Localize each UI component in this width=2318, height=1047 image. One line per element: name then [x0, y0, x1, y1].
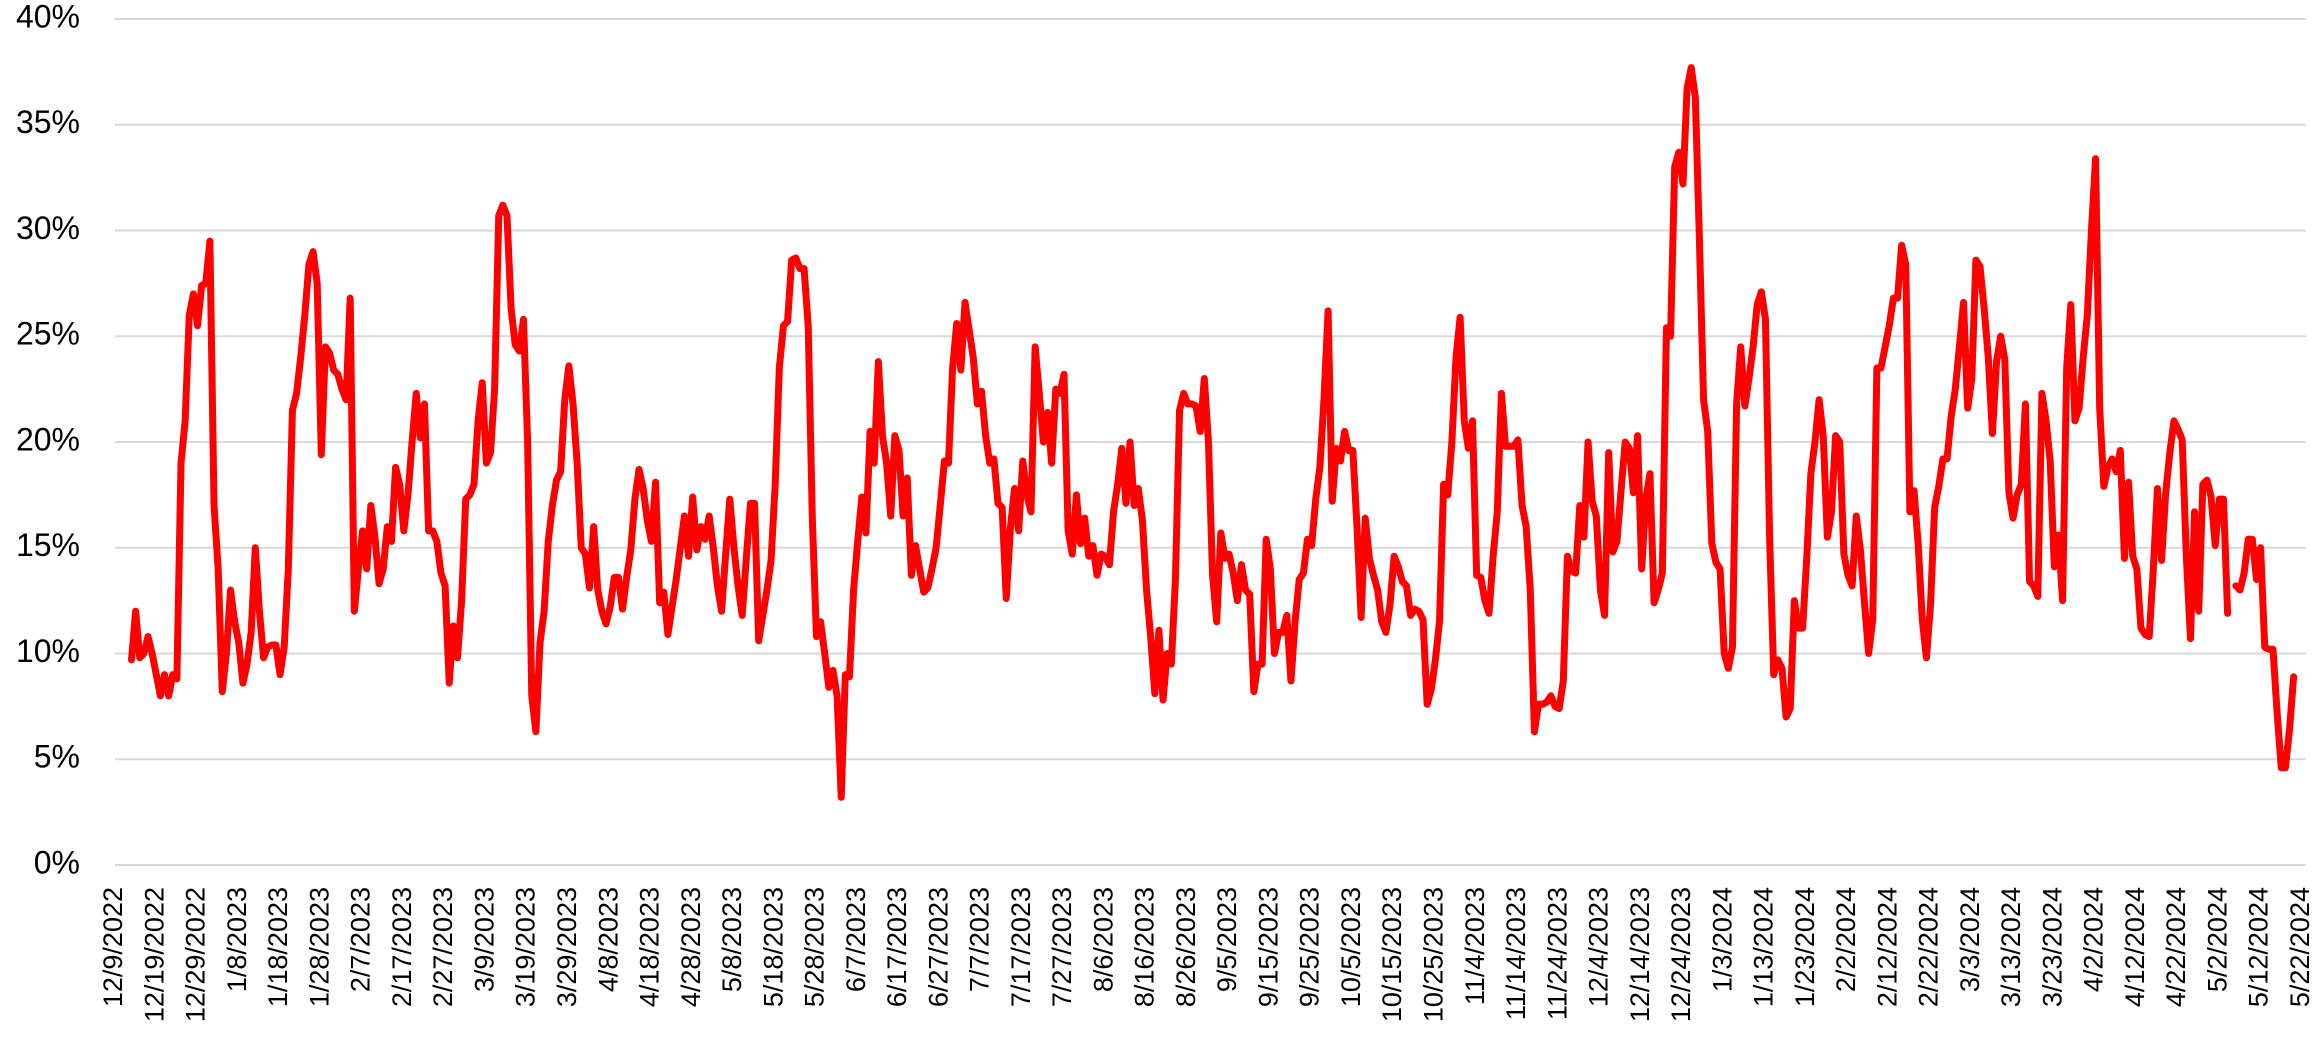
y-tick-label: 15%: [16, 527, 80, 563]
x-tick-label: 5/22/2024: [2285, 887, 2315, 1007]
x-tick-label: 9/5/2023: [1212, 887, 1242, 992]
x-tick-label: 1/23/2024: [1790, 887, 1820, 1007]
x-tick-label: 4/18/2023: [635, 887, 665, 1007]
x-tick-label: 1/28/2023: [304, 887, 334, 1007]
y-tick-label: 10%: [16, 633, 80, 669]
x-tick-label: 5/12/2024: [2244, 887, 2274, 1007]
x-tick-label: 1/13/2024: [1749, 887, 1779, 1007]
x-tick-label: 8/26/2023: [1171, 887, 1201, 1007]
x-tick-label: 10/5/2023: [1336, 887, 1366, 1007]
y-tick-label: 5%: [34, 739, 80, 775]
x-tick-label: 12/29/2022: [181, 887, 211, 1022]
x-tick-label: 7/17/2023: [1006, 887, 1036, 1007]
x-tick-label: 7/27/2023: [1047, 887, 1077, 1007]
x-tick-label: 5/28/2023: [800, 887, 830, 1007]
x-tick-label: 2/17/2023: [387, 887, 417, 1007]
x-tick-label: 11/24/2023: [1542, 887, 1572, 1020]
y-tick-label: 30%: [16, 210, 80, 246]
x-tick-label: 6/17/2023: [882, 887, 912, 1007]
x-tick-label: 3/3/2024: [1955, 887, 1985, 992]
x-tick-label: 5/18/2023: [758, 887, 788, 1007]
y-tick-label: 40%: [16, 0, 80, 34]
y-tick-label: 25%: [16, 316, 80, 352]
y-tick-label: 20%: [16, 421, 80, 457]
x-tick-label: 11/14/2023: [1501, 887, 1531, 1020]
x-tick-label: 3/9/2023: [469, 887, 499, 992]
x-tick-label: 1/3/2024: [1707, 887, 1737, 992]
x-tick-label: 2/2/2024: [1831, 887, 1861, 992]
x-tick-label: 1/8/2023: [222, 887, 252, 992]
x-tick-label: 4/28/2023: [676, 887, 706, 1007]
x-tick-label: 12/24/2023: [1666, 887, 1696, 1022]
x-tick-label: 12/9/2022: [98, 887, 128, 1007]
x-tick-label: 12/19/2022: [139, 887, 169, 1022]
x-tick-label: 12/14/2023: [1625, 887, 1655, 1022]
x-tick-label: 8/6/2023: [1088, 887, 1118, 992]
x-tick-label: 6/27/2023: [923, 887, 953, 1007]
x-tick-label: 3/19/2023: [511, 887, 541, 1007]
x-tick-label: 4/12/2024: [2120, 887, 2150, 1007]
x-tick-label: 4/2/2024: [2079, 887, 2109, 992]
x-tick-label: 2/7/2023: [346, 887, 376, 992]
x-tick-label: 8/16/2023: [1130, 887, 1160, 1007]
x-tick-label: 5/2/2024: [2202, 887, 2232, 992]
x-tick-label: 9/15/2023: [1253, 887, 1283, 1007]
x-tick-label: 10/25/2023: [1419, 887, 1449, 1022]
x-tick-label: 2/27/2023: [428, 887, 458, 1007]
x-tick-label: 11/4/2023: [1460, 887, 1490, 1005]
x-tick-label: 9/25/2023: [1295, 887, 1325, 1007]
data-line: [128, 64, 2298, 801]
x-tick-label: 4/22/2024: [2161, 887, 2191, 1007]
x-tick-label: 10/15/2023: [1377, 887, 1407, 1022]
x-tick-label: 7/7/2023: [965, 887, 995, 992]
y-tick-label: 0%: [34, 844, 80, 880]
x-tick-label: 1/18/2023: [263, 887, 293, 1007]
x-tick-label: 4/8/2023: [593, 887, 623, 992]
x-tick-label: 6/7/2023: [841, 887, 871, 992]
x-tick-label: 3/23/2024: [2037, 887, 2067, 1007]
x-tick-label: 2/12/2024: [1872, 887, 1902, 1007]
y-tick-label: 35%: [16, 104, 80, 140]
x-tick-label: 2/22/2024: [1914, 887, 1944, 1007]
x-tick-label: 3/13/2024: [1996, 887, 2026, 1007]
x-tick-label: 5/8/2023: [717, 887, 747, 992]
x-tick-label: 12/4/2023: [1584, 887, 1614, 1007]
x-tick-label: 3/29/2023: [552, 887, 582, 1007]
